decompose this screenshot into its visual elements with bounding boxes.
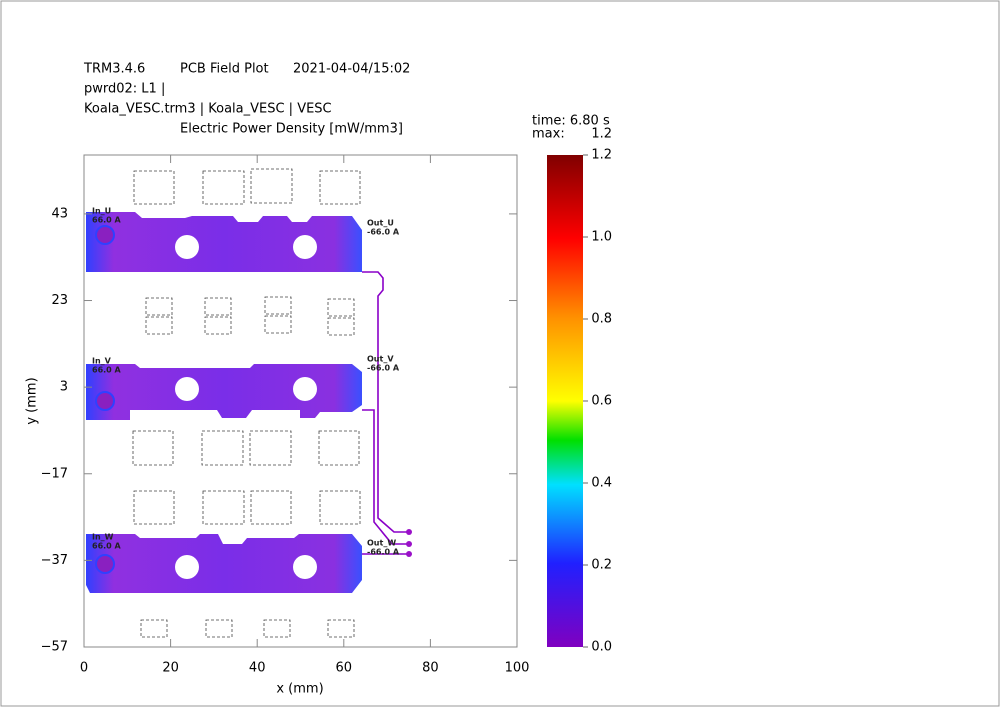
colorbar-tick-label: 0.8 [591, 312, 612, 327]
time-label: time: 6.80 s [532, 114, 610, 129]
annotation: In_U [92, 207, 111, 216]
annotation: -66.0 A [367, 364, 400, 373]
y-tick-label: 3 [60, 380, 68, 395]
annotation: 66.0 A [92, 216, 122, 225]
annotation: 66.0 A [92, 366, 122, 375]
annotation: In_V [92, 357, 112, 366]
header: 2021-04-04/15:02 [293, 62, 410, 77]
colorbar-tick-label: 1.0 [591, 230, 612, 245]
pcb-layout [86, 168, 412, 638]
x-tick-label: 0 [80, 661, 88, 676]
x-axis-label: x (mm) [276, 682, 323, 697]
header: Koala_VESC.trm3 | Koala_VESC | VESC [84, 102, 332, 117]
colorbar-tick-label: 1.2 [591, 148, 612, 163]
annotation: -66.0 A [367, 228, 400, 237]
max-value: 1.2 [591, 127, 612, 142]
chart-title: Electric Power Density [mW/mm3] [180, 122, 403, 137]
header: TRM3.4.6 [83, 62, 145, 77]
x-tick-label: 80 [422, 661, 439, 676]
annotation: In_W [92, 533, 114, 542]
y-axis-label: y (mm) [25, 377, 40, 424]
x-tick-label: 40 [249, 661, 266, 676]
colorbar-tick-label: 0.4 [591, 476, 612, 491]
x-tick-label: 20 [162, 661, 179, 676]
header: PCB Field Plot [180, 62, 269, 77]
y-tick-label: −37 [41, 553, 68, 568]
colorbar-tick-label: 0.6 [591, 394, 612, 409]
x-tick-label: 60 [336, 661, 353, 676]
y-tick-label: −57 [41, 640, 68, 655]
header: pwrd02: L1 | [84, 82, 165, 97]
annotation: Out_U [367, 219, 394, 228]
colorbar [547, 155, 583, 647]
y-tick-label: −17 [41, 466, 68, 481]
annotation: 66.0 A [92, 542, 122, 551]
annotation: Out_W [367, 539, 396, 548]
max-label: max: [532, 127, 565, 142]
annotation: -66.0 A [367, 548, 400, 557]
colorbar-tick-label: 0.0 [591, 640, 612, 655]
y-tick-label: 43 [51, 206, 68, 221]
x-tick-label: 100 [505, 661, 530, 676]
colorbar-tick-label: 0.2 [591, 558, 612, 573]
annotation: Out_V [367, 355, 394, 364]
y-tick-label: 23 [51, 293, 68, 308]
